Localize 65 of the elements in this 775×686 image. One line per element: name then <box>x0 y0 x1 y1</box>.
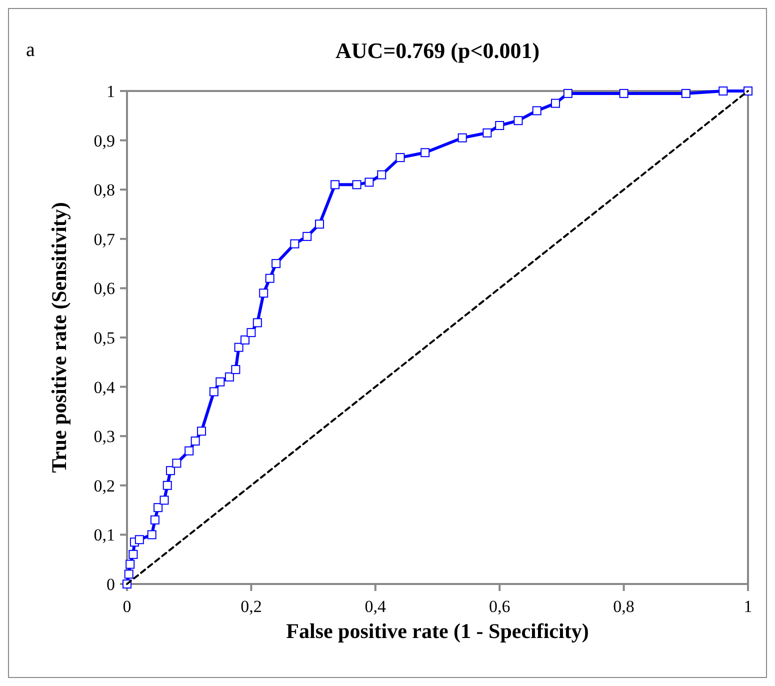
point <box>265 274 274 283</box>
y-tick-label: 0,5 <box>94 328 115 348</box>
point <box>482 128 492 138</box>
x-tick-label: 0,8 <box>613 597 634 616</box>
y-tick-label: 0,8 <box>94 180 115 200</box>
y-tick-label: 0,1 <box>94 526 115 545</box>
y-tick-label: 0,6 <box>94 279 115 298</box>
point <box>172 458 182 468</box>
y-tick-label: 0,7 <box>94 230 116 249</box>
point <box>160 496 169 505</box>
point <box>190 436 200 446</box>
point <box>147 530 156 540</box>
point <box>532 106 542 116</box>
point <box>352 180 362 190</box>
text: a <box>26 39 35 61</box>
x-tick-label: 0 <box>122 597 132 616</box>
y-tick-label: 0,4 <box>94 378 116 397</box>
point <box>550 98 560 108</box>
point <box>166 466 175 476</box>
point <box>302 232 312 241</box>
point <box>184 446 194 456</box>
point <box>259 288 268 298</box>
point <box>224 372 234 382</box>
point <box>396 153 405 162</box>
point <box>240 335 250 344</box>
point <box>514 116 523 126</box>
point <box>246 328 256 338</box>
y-tick-label: 0 <box>106 575 115 594</box>
point <box>209 387 218 396</box>
y-tick-label: 0,2 <box>94 476 115 496</box>
chart-title: AUC=0.769 (p<0.001) <box>335 38 540 63</box>
x-axis-title: False positive rate (1 - Specificity) <box>286 619 589 643</box>
y-axis-title: True positive rate (Sensitivity) <box>47 202 71 473</box>
point <box>272 259 281 268</box>
x-tick-label: 0,6 <box>488 597 510 616</box>
x-tick-label: 1 <box>744 597 752 616</box>
point <box>290 239 300 248</box>
y-tick-label: 0,3 <box>94 427 115 446</box>
point <box>458 133 467 142</box>
point <box>315 220 324 229</box>
y-tick-label: 1 <box>106 82 115 101</box>
x-tick-label: 0,4 <box>364 597 387 616</box>
point <box>330 180 340 190</box>
point <box>718 86 728 96</box>
point <box>128 550 138 559</box>
point <box>252 318 262 328</box>
point <box>154 503 163 512</box>
point <box>124 570 134 579</box>
point <box>364 178 374 187</box>
point <box>162 480 172 490</box>
point <box>126 560 135 569</box>
y-tick-label: 0,9 <box>94 131 115 150</box>
point <box>150 515 160 524</box>
point <box>234 342 244 352</box>
point <box>216 377 225 386</box>
point <box>563 88 572 98</box>
point <box>134 535 144 544</box>
point <box>377 170 386 180</box>
point <box>619 88 628 98</box>
point <box>681 88 690 98</box>
point <box>231 365 240 374</box>
point <box>420 148 430 158</box>
x-tick-label: 0,2 <box>240 597 262 616</box>
point <box>495 121 504 130</box>
point <box>197 426 206 436</box>
